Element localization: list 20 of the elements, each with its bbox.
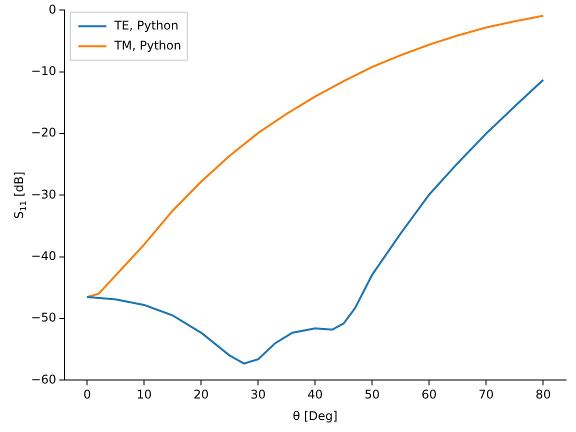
- x-tick-label: 20: [194, 388, 209, 402]
- y-tick-label: −10: [30, 64, 56, 78]
- x-tick-label: 0: [83, 388, 91, 402]
- legend-label: TM, Python: [113, 38, 182, 52]
- y-axis-title: S11 [dB]: [12, 172, 28, 219]
- y-tick-label: 0: [48, 2, 56, 16]
- x-tick-label: 30: [250, 388, 266, 402]
- y-tick-label: −20: [30, 126, 56, 140]
- x-axis-title: θ [Deg]: [292, 408, 338, 423]
- y-tick-label: −60: [30, 372, 56, 386]
- y-tick-label: −50: [30, 310, 56, 325]
- legend-label: TE, Python: [113, 18, 178, 32]
- x-tick-label: 80: [536, 388, 551, 402]
- y-tick-label: −30: [30, 187, 56, 202]
- y-tick-label: −40: [30, 248, 56, 263]
- x-tick-label: 10: [136, 388, 152, 402]
- x-tick-label: 60: [422, 388, 437, 402]
- x-tick-label: 40: [308, 388, 323, 402]
- x-tick-label: 70: [478, 388, 494, 402]
- x-tick-label: 50: [364, 388, 380, 402]
